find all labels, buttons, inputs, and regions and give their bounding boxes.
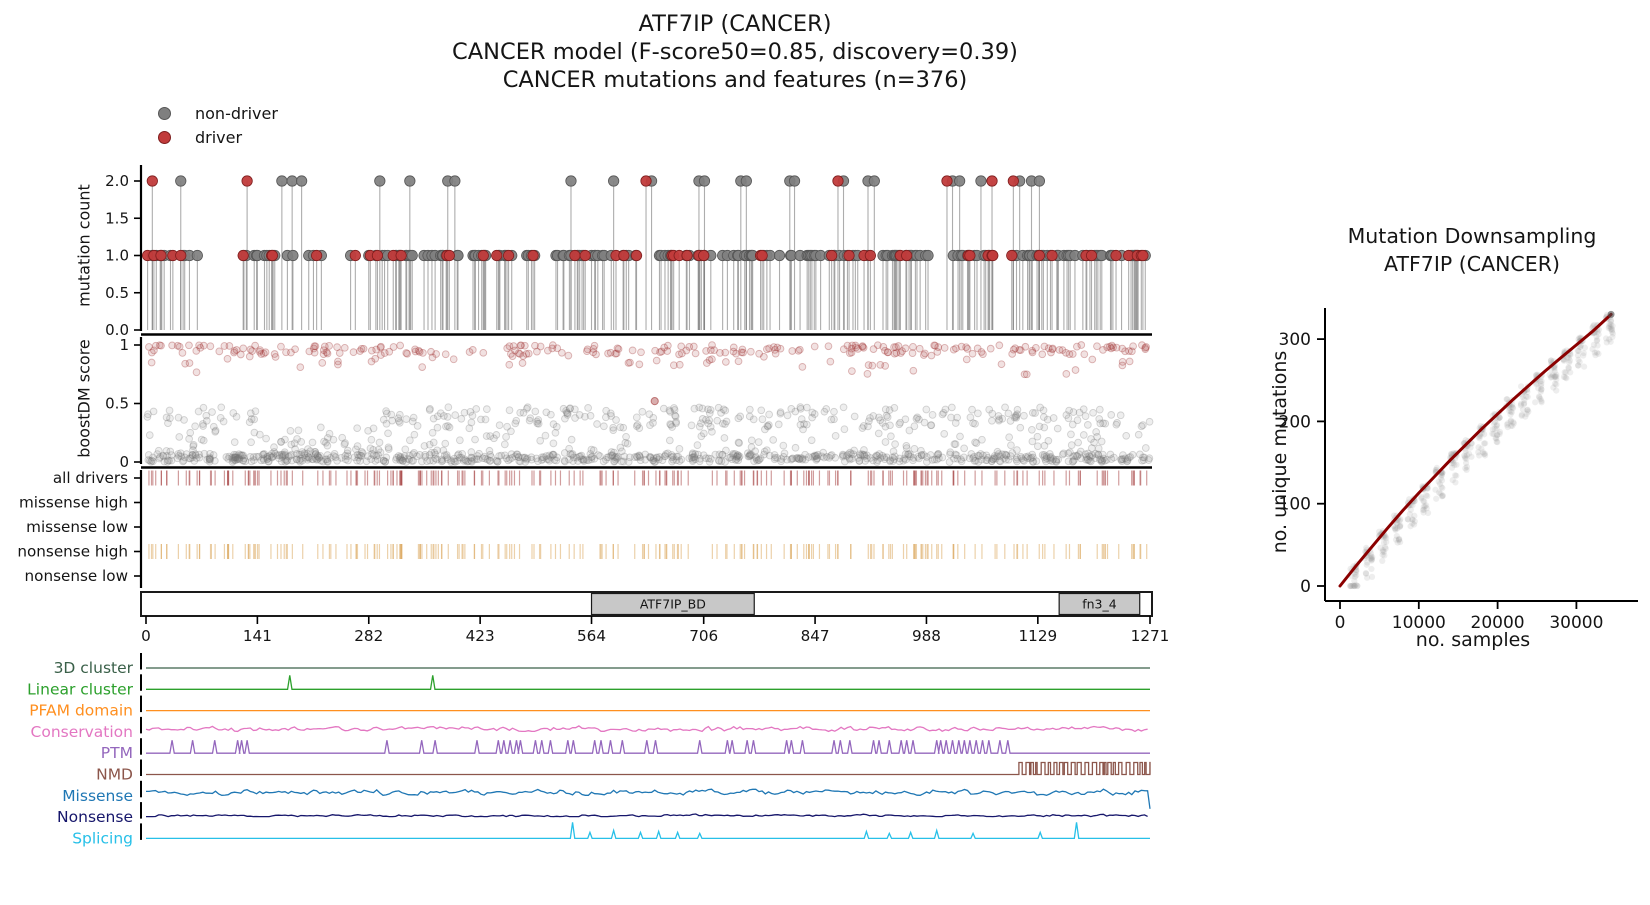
track-line-PTM — [146, 740, 1150, 754]
tick-label: 10000 — [1392, 613, 1446, 633]
tick-label: fn3_4 — [1082, 597, 1117, 612]
downsampling-title-line2: ATF7IP (CANCER) — [1384, 252, 1560, 276]
tick-label: missense low — [26, 518, 128, 536]
tick-label: 1.5 — [105, 209, 129, 227]
tick-label: 988 — [912, 627, 941, 645]
tick-label: 0.0 — [105, 321, 129, 339]
tick-label: nonsense low — [25, 567, 128, 585]
feature-tracks-panel: 3D cluster Linear cluster PFAM domain Conse… — [27, 653, 1151, 847]
main-title-line3: CANCER mutations and features (n=376) — [502, 67, 968, 93]
needle-dots — [141, 175, 1151, 262]
tick-label: 0 — [141, 627, 151, 645]
rug-ticks-all-drivers — [148, 470, 1148, 486]
track-line-Nonsense — [146, 813, 1148, 818]
tick-label: 1271 — [1131, 627, 1170, 645]
main-title: ATF7IP (CANCER) CANCER model (F-score50=… — [160, 10, 1310, 94]
tick-label: 200 — [1279, 412, 1311, 432]
needle-stems — [147, 181, 1146, 330]
tick-label: Missense — [62, 787, 133, 805]
ylabel-boostdm-score: boostDM score — [74, 339, 94, 458]
tick-label: 423 — [466, 627, 495, 645]
legend-item-non-driver: non-driver — [150, 101, 278, 125]
tick-label: Conservation — [31, 723, 133, 741]
rug-ticks-nonsense-high — [148, 544, 1148, 559]
tick-label: 564 — [577, 627, 606, 645]
tick-label: Nonsense — [57, 808, 133, 826]
non-driver-dot-icon — [158, 106, 171, 120]
downsampling-panel: 0 100 200 300 0 10000 20000 30000 — [1279, 308, 1638, 633]
tick-label: 141 — [243, 627, 272, 645]
tick-label: 1129 — [1019, 627, 1058, 645]
downsampling-curve — [1338, 312, 1613, 588]
track-line-Splicing — [146, 822, 1150, 840]
tick-label: 0.5 — [105, 284, 129, 302]
tick-label: Linear cluster — [27, 680, 133, 698]
tick-label: 20000 — [1471, 613, 1525, 633]
domain-fn3_4 — [1058, 592, 1141, 616]
tick-label: 1 — [119, 336, 129, 354]
track-line-NMD — [146, 761, 1151, 776]
tick-label: all drivers — [53, 469, 128, 487]
tick-label: 100 — [1279, 495, 1311, 515]
protein-domain-bar: ATF7IP_BD fn3_4 0 141 282 423 564 706 847 988 1129… — [140, 591, 1170, 645]
tick-label: 2.0 — [105, 172, 129, 190]
tick-label: 0 — [119, 453, 129, 471]
track-line-Missense — [146, 788, 1151, 809]
main-title-line2: CANCER model (F-score50=0.85, discovery=… — [452, 39, 1018, 65]
tick-label: 3D cluster — [54, 659, 134, 677]
legend-label-driver: driver — [195, 127, 243, 147]
downsampling-title-line1: Mutation Downsampling — [1347, 224, 1597, 248]
track-line-Linear-cluster — [146, 675, 1150, 690]
tick-label: 30000 — [1549, 613, 1603, 633]
tick-label: 0.5 — [105, 395, 129, 413]
tick-label: Splicing — [72, 829, 133, 847]
tick-label: NMD — [96, 766, 133, 784]
boostdm-gray-points — [143, 403, 1154, 466]
track-line-Conservation — [145, 725, 1148, 733]
driver-dot-icon — [158, 130, 171, 144]
tick-label: 1.0 — [105, 247, 129, 265]
boostdm-score-panel: 00.51 — [105, 336, 1154, 471]
tick-label: nonsense high — [17, 543, 128, 561]
downsampling-points — [1347, 311, 1616, 590]
tick-label: 706 — [689, 627, 718, 645]
tick-label: 847 — [801, 627, 830, 645]
domain-ATF7IP_BD — [590, 592, 755, 616]
tick-label: 0 — [1300, 577, 1311, 597]
ylabel-unique-mutations: no. unique mutations — [1269, 350, 1291, 554]
xlabel-samples: no. samples — [1415, 629, 1531, 651]
driver-rug-panel: all drivers missense high missense low nons… — [17, 469, 1148, 585]
tick-label: missense high — [19, 494, 128, 512]
legend: non-driver driver — [150, 101, 278, 149]
boostdm-red-points — [145, 341, 1150, 406]
panel-spines — [139, 165, 1152, 588]
tick-label: PFAM domain — [29, 702, 133, 720]
legend-item-driver: driver — [150, 125, 278, 149]
tick-label: 300 — [1279, 330, 1311, 350]
tick-label: 282 — [354, 627, 383, 645]
tick-label: PTM — [101, 744, 133, 762]
tick-label: ATF7IP_BD — [640, 597, 706, 612]
main-title-line1: ATF7IP (CANCER) — [638, 11, 832, 37]
legend-label-non-driver: non-driver — [195, 103, 278, 123]
mutation-count-panel: 0.0 0.5 1.0 1.5 2.0 — [105, 172, 1151, 339]
downsampling-title: Mutation Downsampling ATF7IP (CANCER) — [1237, 222, 1650, 278]
tick-label: 0 — [1335, 613, 1346, 633]
